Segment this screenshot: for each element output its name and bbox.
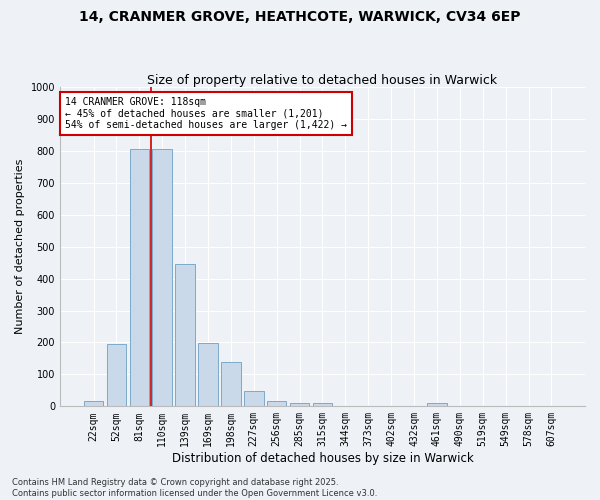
Bar xyxy=(267,400,286,406)
Bar xyxy=(290,403,309,406)
Bar xyxy=(130,150,149,406)
Bar xyxy=(427,403,446,406)
Y-axis label: Number of detached properties: Number of detached properties xyxy=(15,159,25,334)
Bar xyxy=(152,150,172,406)
Bar xyxy=(221,362,241,406)
Bar xyxy=(198,343,218,406)
Text: Contains HM Land Registry data © Crown copyright and database right 2025.
Contai: Contains HM Land Registry data © Crown c… xyxy=(12,478,377,498)
Bar xyxy=(84,400,103,406)
Title: Size of property relative to detached houses in Warwick: Size of property relative to detached ho… xyxy=(148,74,497,87)
Text: 14, CRANMER GROVE, HEATHCOTE, WARWICK, CV34 6EP: 14, CRANMER GROVE, HEATHCOTE, WARWICK, C… xyxy=(79,10,521,24)
Bar xyxy=(244,391,263,406)
Text: 14 CRANMER GROVE: 118sqm
← 45% of detached houses are smaller (1,201)
54% of sem: 14 CRANMER GROVE: 118sqm ← 45% of detach… xyxy=(65,96,347,130)
Bar xyxy=(175,264,195,406)
Bar xyxy=(313,403,332,406)
X-axis label: Distribution of detached houses by size in Warwick: Distribution of detached houses by size … xyxy=(172,452,473,465)
Bar xyxy=(107,344,126,406)
